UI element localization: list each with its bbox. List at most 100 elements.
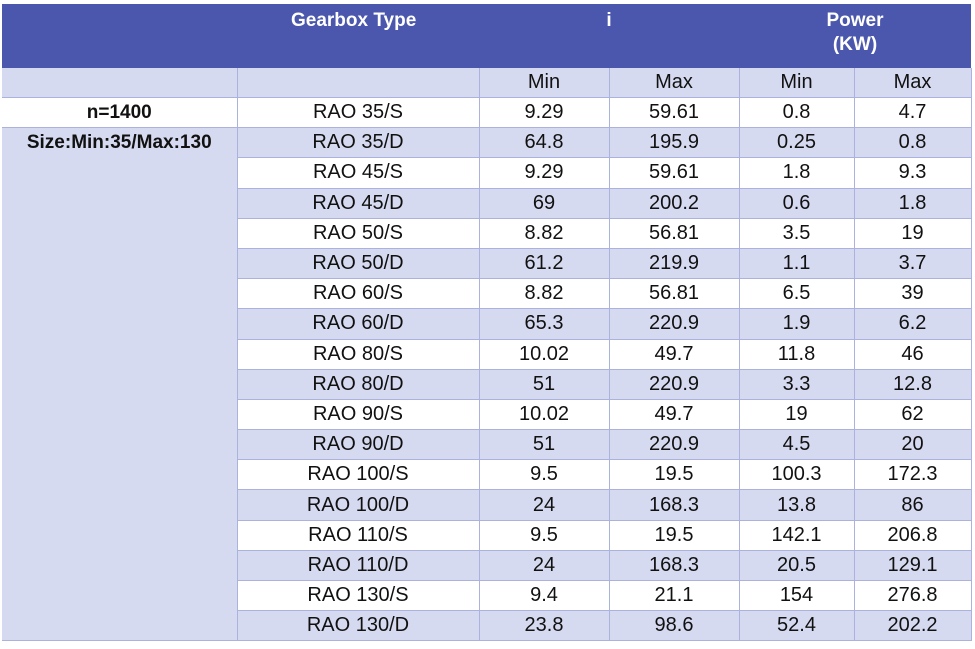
cell-i-max: 168.3	[609, 550, 740, 582]
cell-type: RAO 110/S	[237, 520, 480, 551]
cell-i-max: 19.5	[609, 520, 740, 551]
cell-p-max: 86	[854, 489, 972, 521]
cell-i-min: 9.4	[479, 580, 610, 612]
cell-type: RAO 50/D	[237, 248, 480, 280]
cell-i-max: 19.5	[609, 459, 740, 491]
cell-type: RAO 35/D	[237, 127, 480, 159]
header-power-line1: Power	[826, 10, 884, 31]
table-row: RAO 110/S 9.5 19.5 142.1 206.8	[2, 520, 972, 551]
cell-i-max: 56.81	[609, 278, 740, 310]
cell-p-min: 3.3	[739, 369, 855, 400]
cell-type: RAO 90/S	[237, 399, 480, 431]
cell-i-max: 220.9	[609, 308, 740, 340]
table-row: RAO 130/S 9.4 21.1 154 276.8	[2, 580, 972, 612]
cell-type: RAO 45/S	[237, 157, 480, 189]
cell-i-min: 24	[479, 550, 610, 582]
table-row: RAO 50/D 61.2 219.9 1.1 3.7	[2, 248, 972, 280]
cell-i-max: 59.61	[609, 97, 740, 129]
cell-type: RAO 80/S	[237, 339, 480, 370]
cell-type: RAO 45/D	[237, 188, 480, 219]
cell-i-min: 10.02	[479, 339, 610, 370]
cell-i-min: 9.5	[479, 459, 610, 491]
subheader-p-min: Min	[739, 68, 855, 98]
cell-p-max: 206.8	[854, 520, 972, 551]
cell-p-min: 0.25	[739, 127, 855, 159]
cell-i-min: 65.3	[479, 308, 610, 340]
table-row: RAO 130/D 23.8 98.6 52.4 202.2	[2, 610, 972, 642]
header-gearbox-type: Gearbox Type	[237, 4, 479, 68]
speed-label: n=1400	[2, 97, 238, 129]
gearbox-table: Gearbox Type i Power (KW) Min Max Min Ma…	[2, 4, 972, 642]
cell-i-min: 23.8	[479, 610, 610, 642]
cell-i-min: 24	[479, 489, 610, 521]
table-row: n=1400 RAO 35/S 9.29 59.61 0.8 4.7	[2, 97, 972, 129]
cell-p-min: 4.5	[739, 429, 855, 461]
cell-p-max: 62	[854, 399, 972, 431]
cell-i-max: 21.1	[609, 580, 740, 612]
table-row: RAO 90/D 51 220.9 4.5 20	[2, 429, 972, 461]
cell-i-min: 61.2	[479, 248, 610, 280]
cell-p-max: 46	[854, 339, 972, 370]
cell-type: RAO 110/D	[237, 550, 480, 582]
cell-p-min: 0.8	[739, 97, 855, 129]
subheader-i-max: Max	[609, 68, 740, 98]
table-row: RAO 100/S 9.5 19.5 100.3 172.3	[2, 459, 972, 491]
cell-p-min: 3.5	[739, 218, 855, 249]
cell-i-max: 195.9	[609, 127, 740, 159]
cell-i-min: 9.5	[479, 520, 610, 551]
cell-type: RAO 50/S	[237, 218, 480, 249]
cell-p-min: 154	[739, 580, 855, 612]
gearbox-table-container: Gearbox Type i Power (KW) Min Max Min Ma…	[2, 4, 972, 642]
cell-p-min: 13.8	[739, 489, 855, 521]
table-row: RAO 60/D 65.3 220.9 1.9 6.2	[2, 308, 972, 340]
cell-i-min: 64.8	[479, 127, 610, 159]
cell-i-max: 49.7	[609, 399, 740, 431]
table-row: RAO 100/D 24 168.3 13.8 86	[2, 489, 972, 521]
header-blank	[2, 4, 237, 68]
cell-p-min: 52.4	[739, 610, 855, 642]
table-row: RAO 80/D 51 220.9 3.3 12.8	[2, 369, 972, 400]
cell-p-min: 19	[739, 399, 855, 431]
header-power-line2: (KW)	[832, 34, 878, 55]
cell-p-min: 1.9	[739, 308, 855, 340]
cell-type: RAO 130/S	[237, 580, 480, 612]
header-ratio: i	[479, 4, 739, 68]
cell-p-max: 3.7	[854, 248, 972, 280]
table-row: RAO 60/S 8.82 56.81 6.5 39	[2, 278, 972, 310]
cell-i-min: 8.82	[479, 278, 610, 310]
cell-i-min: 69	[479, 188, 610, 219]
cell-p-max: 20	[854, 429, 972, 461]
cell-p-max: 9.3	[854, 157, 972, 189]
table-row: Size:Min:35/Max:130 RAO 35/D 64.8 195.9 0.25…	[2, 127, 972, 642]
cell-type: RAO 130/D	[237, 610, 480, 642]
cell-p-max: 129.1	[854, 550, 972, 582]
cell-p-max: 19	[854, 218, 972, 249]
cell-p-min: 6.5	[739, 278, 855, 310]
subheader-i-min: Min	[479, 68, 610, 98]
table-row: RAO 45/D 69 200.2 0.6 1.8	[2, 188, 972, 219]
header-row: Gearbox Type i Power (KW)	[2, 4, 971, 68]
cell-i-min: 8.82	[479, 218, 610, 249]
cell-i-max: 219.9	[609, 248, 740, 280]
subheader-p-max: Max	[854, 68, 972, 98]
cell-p-max: 0.8	[854, 127, 972, 159]
cell-p-max: 12.8	[854, 369, 972, 400]
cell-p-max: 6.2	[854, 308, 972, 340]
cell-i-max: 220.9	[609, 369, 740, 400]
cell-p-max: 202.2	[854, 610, 972, 642]
cell-p-min: 142.1	[739, 520, 855, 551]
cell-i-min: 51	[479, 429, 610, 461]
cell-i-max: 98.6	[609, 610, 740, 642]
cell-p-min: 20.5	[739, 550, 855, 582]
cell-p-min: 11.8	[739, 339, 855, 370]
cell-type: RAO 35/S	[237, 97, 480, 129]
cell-i-max: 168.3	[609, 489, 740, 521]
cell-type: RAO 100/S	[237, 459, 480, 491]
cell-p-max: 39	[854, 278, 972, 310]
cell-type: RAO 100/D	[237, 489, 480, 521]
table-row: RAO 45/S 9.29 59.61 1.8 9.3	[2, 157, 972, 189]
subheader-row: Min Max Min Max	[2, 68, 972, 98]
cell-i-max: 56.81	[609, 218, 740, 249]
table-row: RAO 80/S 10.02 49.7 11.8 46	[2, 339, 972, 370]
cell-i-max: 59.61	[609, 157, 740, 189]
